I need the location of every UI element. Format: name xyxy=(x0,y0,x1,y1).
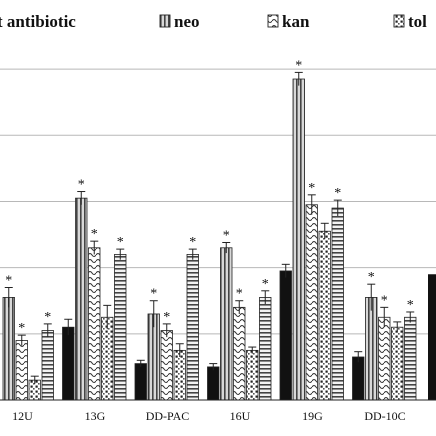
bar xyxy=(259,297,272,401)
bar xyxy=(404,316,417,401)
legend-label: kan xyxy=(282,12,310,31)
bar xyxy=(2,297,15,401)
significance-star: * xyxy=(223,228,230,243)
bar xyxy=(186,253,199,401)
significance-star: * xyxy=(368,270,375,285)
bar xyxy=(365,297,378,401)
bar xyxy=(114,253,127,401)
x-tick-label: DD-PAC xyxy=(146,409,190,423)
significance-star: * xyxy=(44,310,51,325)
significance-star: * xyxy=(150,287,157,302)
bar xyxy=(391,326,404,401)
legend-swatch xyxy=(393,14,405,28)
bars-group: * * * * * * * * * * * * * * * * * * xyxy=(2,58,436,401)
x-tick-label: DD-10C xyxy=(364,409,405,423)
bar xyxy=(220,247,233,401)
bar xyxy=(101,316,114,401)
bar xyxy=(246,349,259,401)
bar xyxy=(305,204,318,401)
significance-star: * xyxy=(189,235,196,250)
significance-star: * xyxy=(18,321,25,336)
bar xyxy=(318,230,331,401)
bar xyxy=(428,274,436,400)
legend-swatch xyxy=(267,14,279,28)
significance-star: * xyxy=(163,310,170,325)
legend-label: t antibiotic xyxy=(0,12,76,31)
significance-star: * xyxy=(308,181,315,196)
bar xyxy=(15,340,28,401)
significance-star: * xyxy=(295,58,302,73)
significance-star: * xyxy=(117,235,124,250)
bar xyxy=(160,330,173,401)
bar xyxy=(173,349,186,401)
x-tick-label: 16U xyxy=(230,409,251,423)
bar xyxy=(41,330,54,401)
bar xyxy=(292,78,305,401)
bar xyxy=(88,247,101,401)
legend: t antibiotic neo kan tol xyxy=(0,12,427,31)
bar xyxy=(62,326,75,401)
x-tick-label: 13G xyxy=(85,409,106,423)
significance-star: * xyxy=(78,178,85,193)
significance-star: * xyxy=(236,287,243,302)
bar xyxy=(134,363,147,401)
x-tick-label: 12U xyxy=(12,409,33,423)
bar xyxy=(207,366,220,401)
significance-star: * xyxy=(334,186,341,201)
bar xyxy=(279,270,292,401)
legend-label: tol xyxy=(408,12,427,31)
bar xyxy=(233,306,246,401)
significance-star: * xyxy=(407,298,414,313)
significance-star: * xyxy=(381,293,388,308)
significance-star: * xyxy=(262,277,269,292)
bar xyxy=(352,356,365,401)
x-tick-label: 19G xyxy=(302,409,323,423)
significance-star: * xyxy=(91,227,98,242)
bar xyxy=(378,316,391,401)
x-axis: 12U 13G DD-PAC 16U 19G DD-10C xyxy=(0,399,436,423)
bar xyxy=(331,207,344,401)
legend-label: neo xyxy=(174,12,200,31)
gridlines xyxy=(0,68,436,335)
legend-swatch xyxy=(159,14,171,28)
bar xyxy=(75,197,88,401)
significance-star: * xyxy=(5,273,12,288)
